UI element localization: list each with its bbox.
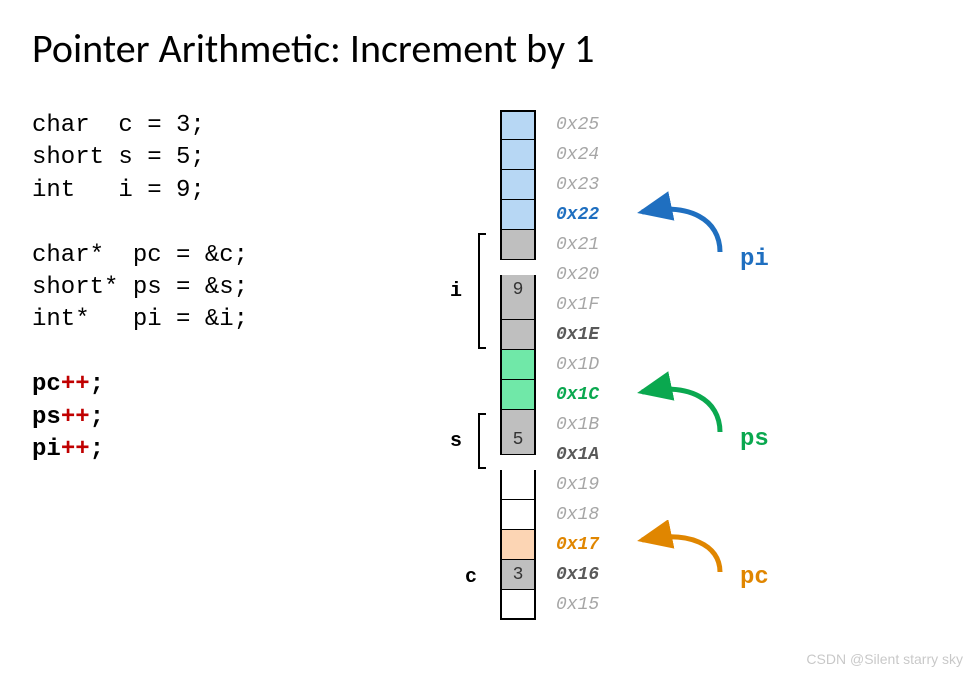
code-line: char* pc = &c; bbox=[32, 240, 248, 272]
ptr-label-pc: pc bbox=[740, 564, 769, 591]
code-line bbox=[32, 207, 248, 239]
code-block: char c = 3; short s = 5; int i = 9; char… bbox=[32, 110, 248, 466]
memory-cell: 5 bbox=[500, 425, 536, 455]
var-label-i: i bbox=[450, 280, 462, 303]
code-line: short* ps = &s; bbox=[32, 272, 248, 304]
ptr-label-pi: pi bbox=[740, 246, 769, 273]
code-line bbox=[32, 337, 248, 369]
memory-address: 0x24 bbox=[556, 145, 616, 165]
memory-address: 0x18 bbox=[556, 505, 616, 525]
code-increment: pc++; bbox=[32, 369, 248, 401]
memory-address: 0x20 bbox=[556, 265, 616, 285]
ptr-label-ps: ps bbox=[740, 426, 769, 453]
memory-address: 0x1A bbox=[556, 445, 616, 465]
memory-row: 0x1D bbox=[500, 350, 616, 380]
memory-row: 0x17 bbox=[500, 530, 616, 560]
memory-row: 0x23 bbox=[500, 170, 616, 200]
code-line: short s = 5; bbox=[32, 142, 248, 174]
memory-row: 0x15 bbox=[500, 590, 616, 620]
memory-cell bbox=[500, 470, 536, 500]
memory-cell bbox=[500, 380, 536, 410]
memory-cell bbox=[500, 230, 536, 260]
memory-cell bbox=[500, 140, 536, 170]
memory-cell bbox=[500, 110, 536, 140]
memory-cell bbox=[500, 590, 536, 620]
code-increment: ps++; bbox=[32, 402, 248, 434]
brace-i bbox=[478, 233, 486, 349]
memory-cell: 3 bbox=[500, 560, 536, 590]
arrow-pc bbox=[630, 520, 740, 590]
memory-address: 0x1D bbox=[556, 355, 616, 375]
memory-address: 0x16 bbox=[556, 565, 616, 585]
memory-address: 0x1F bbox=[556, 295, 616, 315]
memory-address: 0x22 bbox=[556, 205, 616, 225]
code-line: int* pi = &i; bbox=[32, 304, 248, 336]
brace-s bbox=[478, 413, 486, 469]
memory-cell bbox=[500, 200, 536, 230]
memory-cell bbox=[500, 320, 536, 350]
memory-address: 0x17 bbox=[556, 535, 616, 555]
memory-address: 0x25 bbox=[556, 115, 616, 135]
memory-cell bbox=[500, 170, 536, 200]
arrow-ps bbox=[630, 370, 740, 450]
watermark: CSDN @Silent starry sky bbox=[806, 651, 963, 667]
memory-cell: 9 bbox=[500, 275, 536, 305]
memory-row: 3 0x16 bbox=[500, 560, 616, 590]
memory-row: 0x24 bbox=[500, 140, 616, 170]
memory-address: 0x1B bbox=[556, 415, 616, 435]
memory-address: 0x15 bbox=[556, 595, 616, 615]
memory-address: 0x21 bbox=[556, 235, 616, 255]
code-increment: pi++; bbox=[32, 434, 248, 466]
memory-address: 0x1E bbox=[556, 325, 616, 345]
var-label-s: s bbox=[450, 430, 462, 453]
memory-row: 90x20 bbox=[500, 260, 616, 290]
memory-row: 0x22 bbox=[500, 200, 616, 230]
memory-row: 50x1A bbox=[500, 440, 616, 470]
page-title: Pointer Arithmetic: Increment by 1 bbox=[32, 24, 594, 73]
memory-address: 0x23 bbox=[556, 175, 616, 195]
arrow-pi bbox=[630, 190, 740, 270]
memory-row: 0x21 bbox=[500, 230, 616, 260]
memory-diagram: 0x250x240x230x220x2190x200x1F0x1E0x1D0x1… bbox=[500, 110, 616, 620]
memory-cell bbox=[500, 350, 536, 380]
memory-row: 0x1E bbox=[500, 320, 616, 350]
var-label-c: c bbox=[465, 566, 477, 589]
memory-row: 0x25 bbox=[500, 110, 616, 140]
code-line: char c = 3; bbox=[32, 110, 248, 142]
memory-row: 0x19 bbox=[500, 470, 616, 500]
memory-row: 0x1C bbox=[500, 380, 616, 410]
memory-address: 0x19 bbox=[556, 475, 616, 495]
code-line: int i = 9; bbox=[32, 175, 248, 207]
memory-cell bbox=[500, 500, 536, 530]
memory-address: 0x1C bbox=[556, 385, 616, 405]
memory-cell bbox=[500, 530, 536, 560]
memory-row: 0x18 bbox=[500, 500, 616, 530]
